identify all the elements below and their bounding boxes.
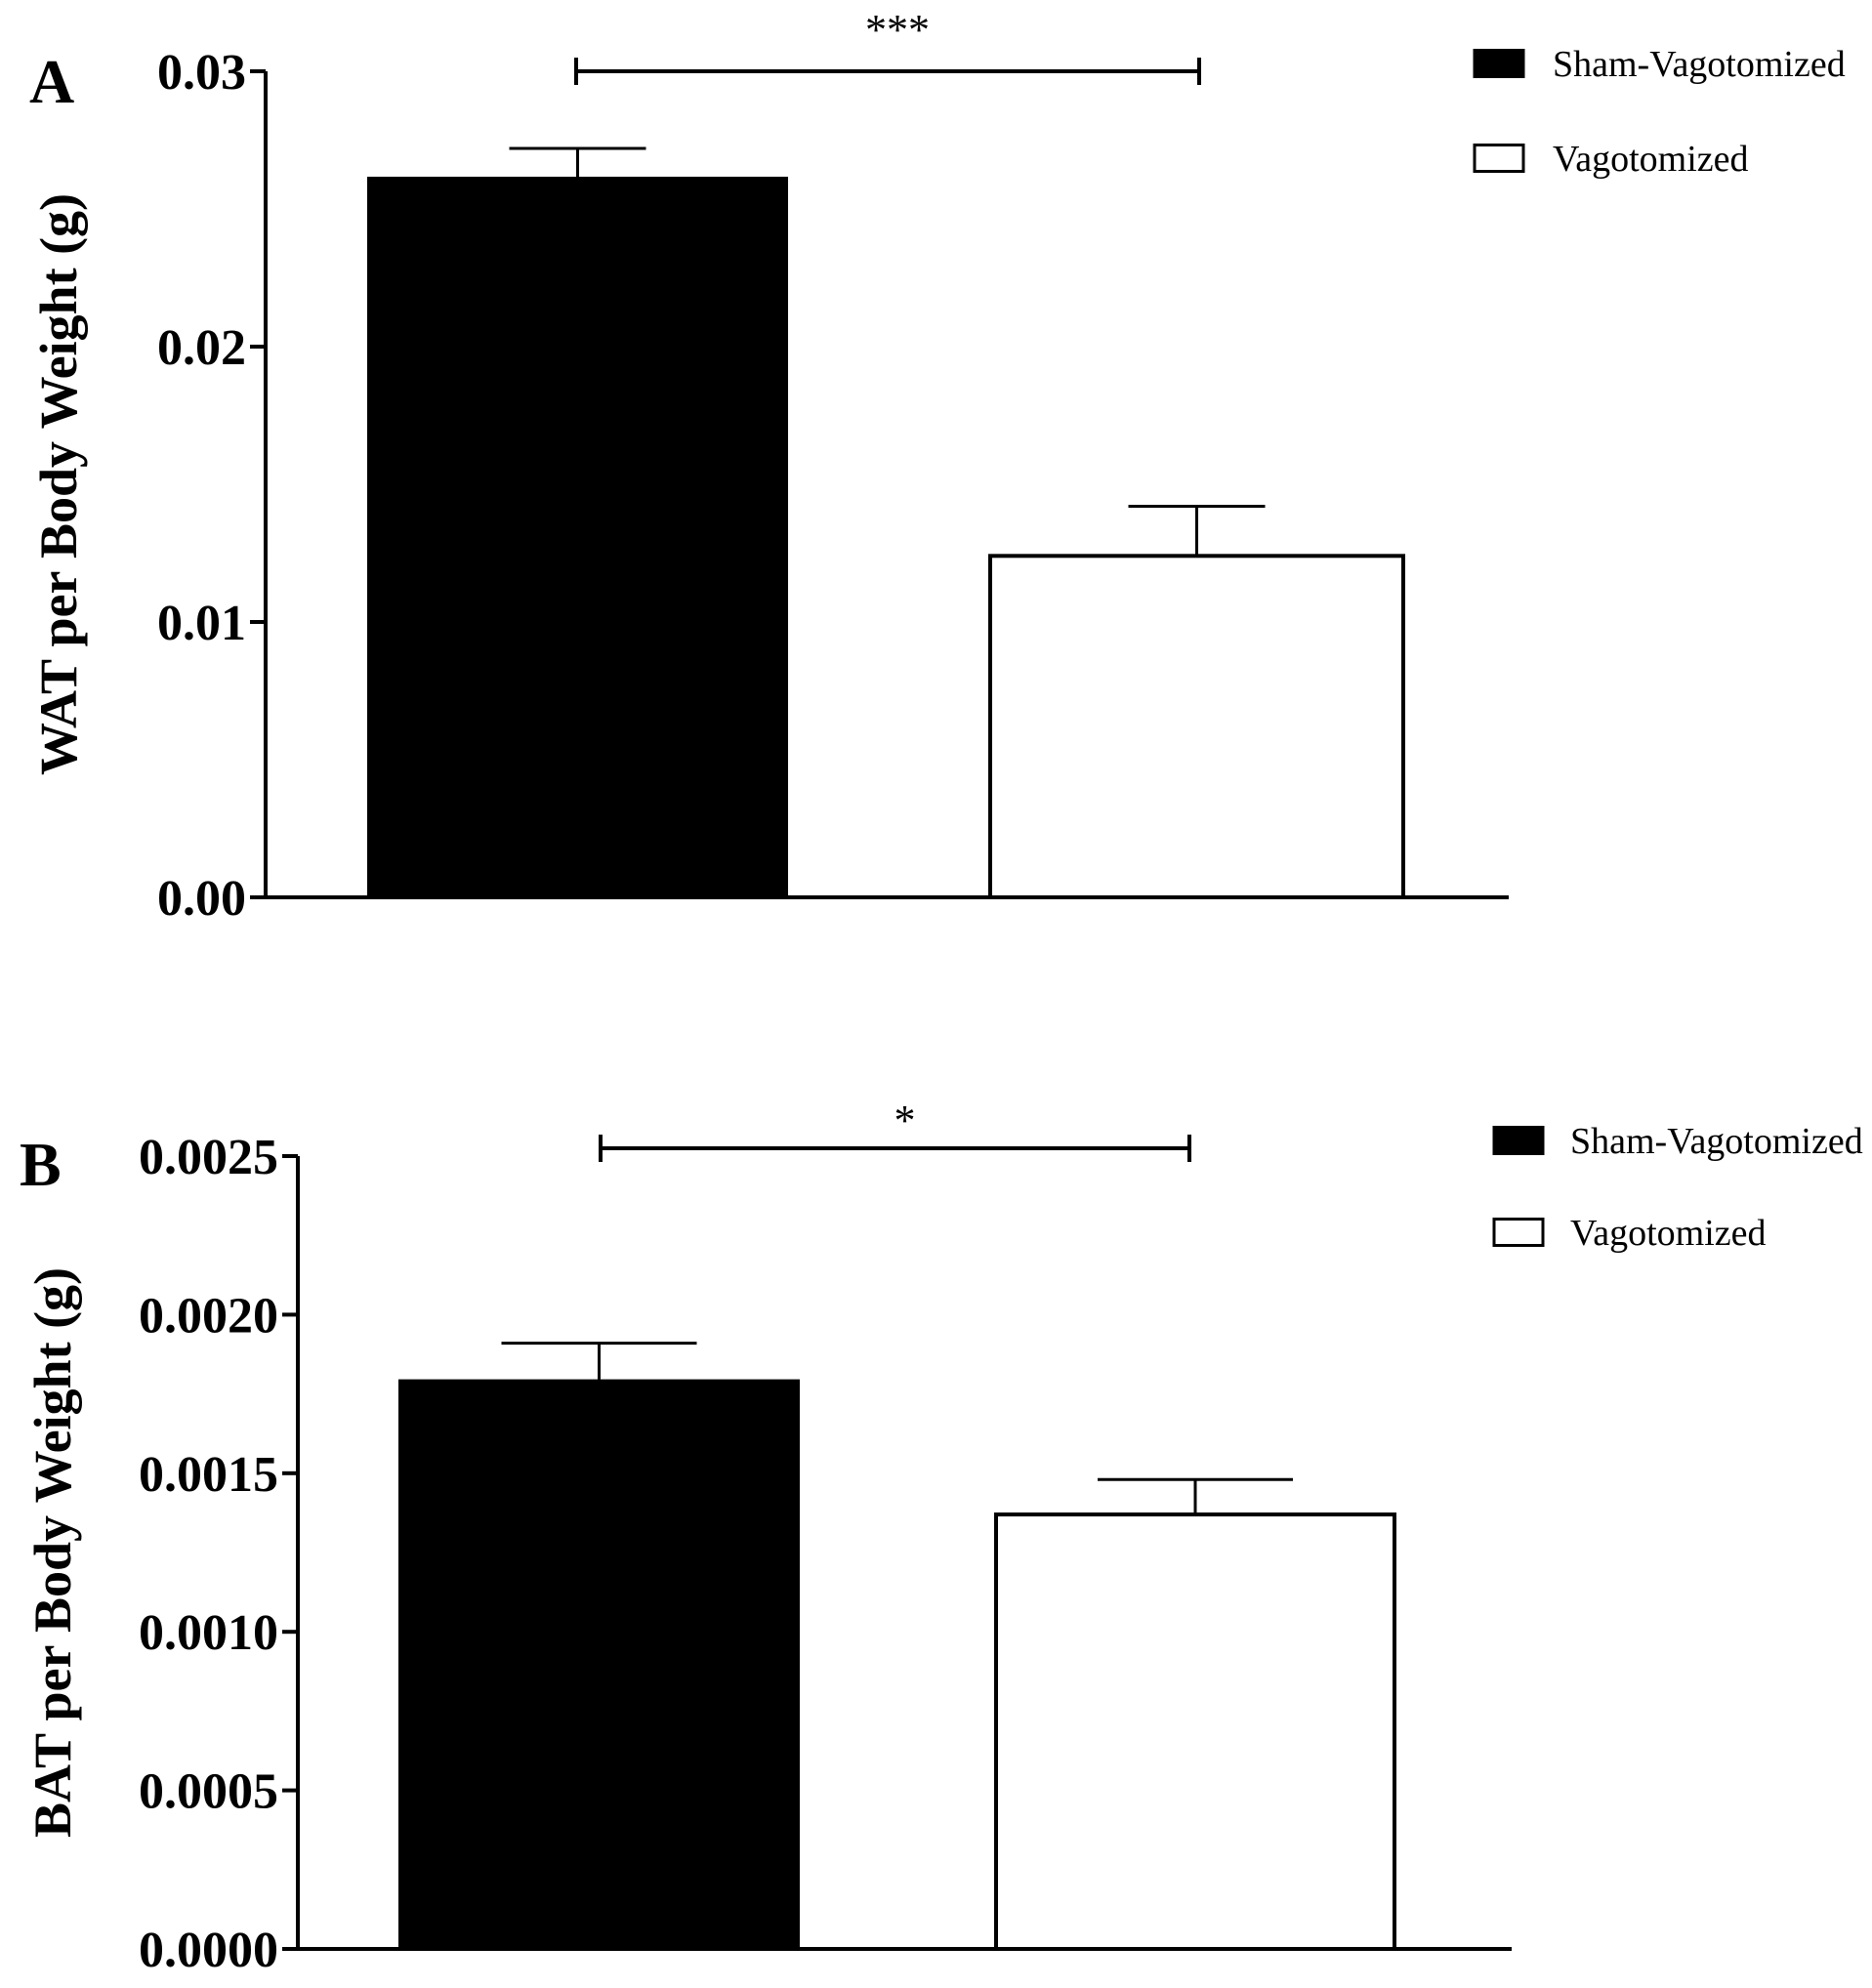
bar-sham-vagotomized [367,176,788,900]
legend-label: Sham-Vagotomized [1570,1121,1863,1162]
y-tick-label: 0.00 [157,871,246,927]
y-tick-label: 0.0000 [139,1923,278,1978]
y-tick-label: 0.03 [157,45,246,101]
panel-b-chart: B 0.0000 0.0005 0.0010 0.0015 0.0020 0.0025 BAT… [20,1097,1863,1978]
y-tick-label: 0.0025 [139,1130,278,1185]
y-tick-label: 0.0005 [139,1764,278,1820]
y-axis-label: BAT per Body Weight (g) [23,1267,82,1838]
panel-letter: B [20,1130,62,1199]
bar-vagotomized [994,1512,1396,1952]
panel-letter: A [29,47,74,116]
bar-sham-vagotomized [398,1379,800,1952]
y-tick-label: 0.0015 [139,1447,278,1503]
significance-marker: * [894,1097,916,1144]
legend-label: Vagotomized [1570,1213,1767,1254]
legend-swatch [1492,1126,1545,1155]
legend-swatch [1473,144,1525,173]
legend-swatch [1492,1218,1545,1247]
legend-swatch [1473,49,1525,78]
significance-marker: *** [865,6,930,54]
y-tick-label: 0.0010 [139,1605,278,1661]
legend-label: Vagotomized [1553,139,1749,180]
y-tick-label: 0.01 [157,596,246,651]
y-axis-label: WAT per Body Weight (g) [29,193,88,775]
legend-label: Sham-Vagotomized [1553,44,1846,85]
panel-a-chart: A 0.00 0.01 0.02 0.03 WAT per Body Weight (g)… [29,6,1846,927]
y-tick-label: 0.0020 [139,1288,278,1344]
bar-vagotomized [988,554,1405,899]
y-tick-label: 0.02 [157,320,246,376]
